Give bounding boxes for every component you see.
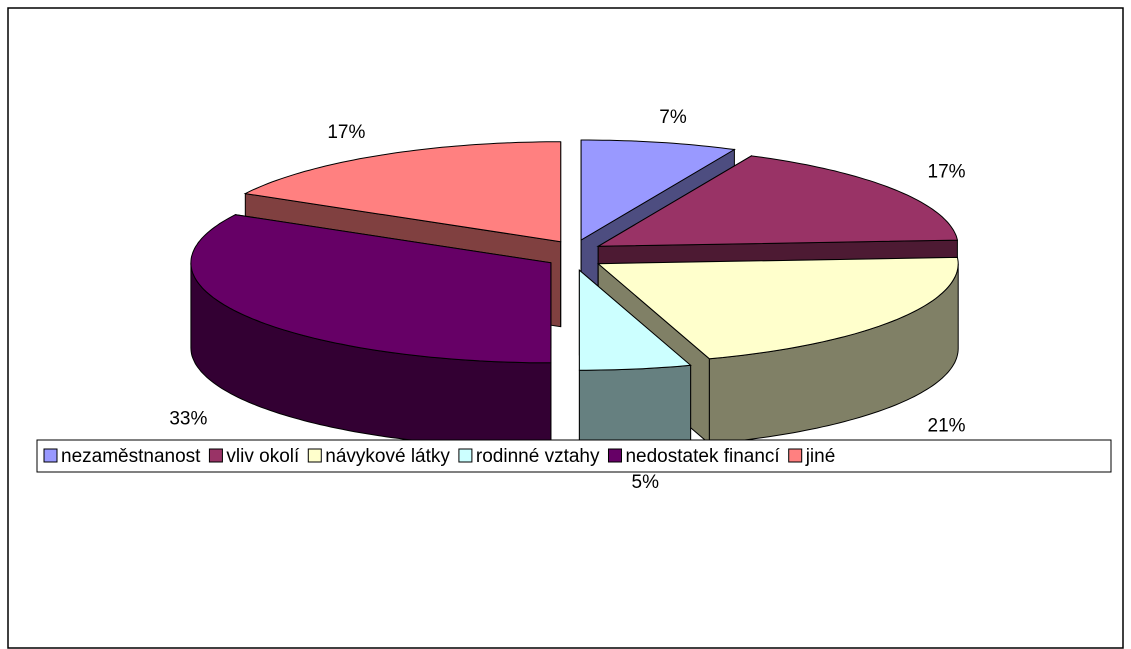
slice (190, 214, 552, 364)
legend-label: jiné (805, 446, 836, 467)
legend-swatch (43, 448, 58, 463)
slice (578, 269, 692, 371)
data-label: 33% (169, 408, 207, 429)
legend-swatch (208, 448, 223, 463)
legend-label: nezaměstnanost (61, 446, 201, 467)
slice (243, 141, 562, 243)
data-label: 5% (632, 472, 660, 493)
legend-swatch (307, 448, 322, 463)
slice (580, 139, 736, 241)
legend-label: vliv okolí (226, 446, 300, 467)
slice (596, 155, 959, 247)
data-label: 21% (928, 415, 966, 436)
legend-label: návykové látky (325, 446, 450, 467)
slice (596, 256, 959, 360)
data-label: 17% (327, 122, 365, 143)
legend-label: rodinné vztahy (476, 446, 600, 467)
legend-swatch (458, 448, 473, 463)
data-label: 7% (659, 107, 687, 128)
pie: 7% 17% 21% 5% 33% 17% (169, 107, 965, 493)
legend: nezaměstnanost vliv okolí návykové látky ro… (43, 446, 836, 467)
legend-swatch (788, 448, 803, 463)
legend-label: nedostatek financí (625, 446, 780, 467)
data-label: 17% (928, 162, 966, 183)
legend-swatch (607, 448, 622, 463)
